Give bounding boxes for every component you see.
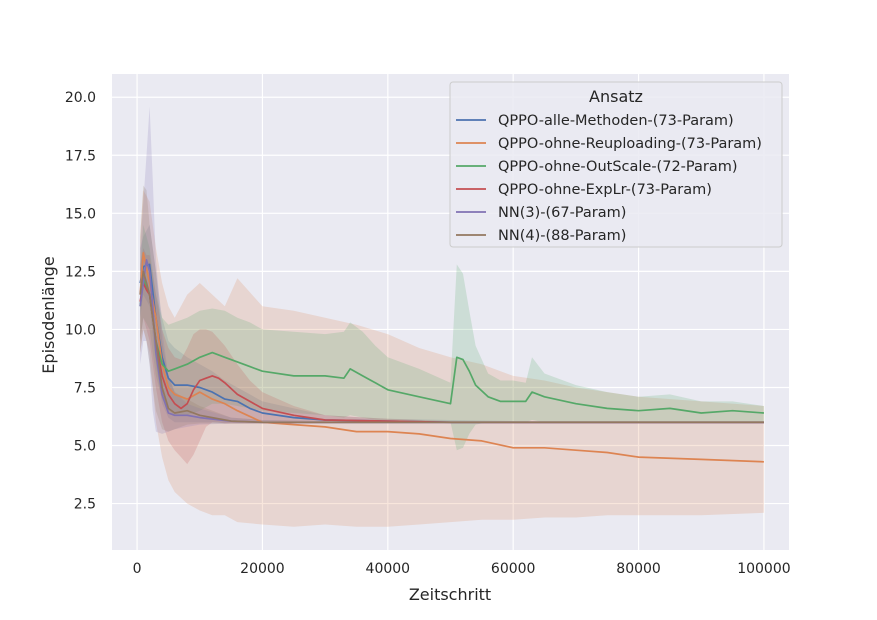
legend-title: Ansatz — [589, 87, 643, 106]
y-tick-labels: 2.5 5.0 7.5 10.0 12.5 15.0 17.5 20.0 — [65, 90, 96, 512]
legend-label-5: NN(3)-(67-Param) — [498, 205, 626, 221]
x-tick-labels: 0 20000 40000 60000 80000 100000 — [133, 561, 791, 577]
x-tick-label: 60000 — [491, 561, 536, 577]
series-line-6 — [139, 270, 764, 424]
legend-label-4: QPPO-ohne-ExpLr-(73-Param) — [498, 182, 712, 198]
legend-label-3: QPPO-ohne-OutScale-(72-Param) — [498, 159, 738, 175]
legend-items: QPPO-alle-Methoden-(73-Param) QPPO-ohne-R… — [456, 113, 762, 244]
y-tick-label: 12.5 — [65, 264, 96, 280]
legend: Ansatz QPPO-alle-Methoden-(73-Param)QPPO… — [449, 81, 783, 248]
confidence-band-3 — [140, 224, 764, 451]
y-tick-label: 10.0 — [65, 322, 96, 338]
y-tick-label: 5.0 — [74, 439, 96, 455]
legend-label-2: QPPO-ohne-Reuploading-(73-Param) — [498, 136, 762, 152]
x-axis-label: Zeitschritt — [409, 585, 491, 604]
series-lines — [139, 251, 764, 463]
legend-label-1: QPPO-alle-Methoden-(73-Param) — [498, 113, 734, 129]
confidence-band-1 — [140, 224, 764, 424]
y-tick-label: 15.0 — [65, 206, 96, 222]
y-tick-label: 2.5 — [74, 497, 96, 513]
legend-label-6: NN(4)-(88-Param) — [498, 228, 626, 244]
y-axis-label: Episodenlänge — [39, 256, 58, 373]
x-tick-label: 80000 — [616, 561, 661, 577]
legend-box — [449, 81, 783, 248]
y-tick-label: 20.0 — [65, 90, 96, 106]
series-line-3 — [139, 277, 764, 414]
x-tick-label: 0 — [133, 561, 142, 577]
y-tick-label: 7.5 — [74, 380, 96, 396]
x-tick-label: 100000 — [737, 561, 790, 577]
y-tick-label: 17.5 — [65, 148, 96, 164]
x-tick-label: 20000 — [240, 561, 285, 577]
series-line-2 — [139, 251, 764, 463]
x-tick-label: 40000 — [366, 561, 411, 577]
confidence-band-4 — [140, 248, 764, 465]
confidence-band-2 — [140, 190, 764, 527]
confidence-bands — [140, 106, 764, 527]
